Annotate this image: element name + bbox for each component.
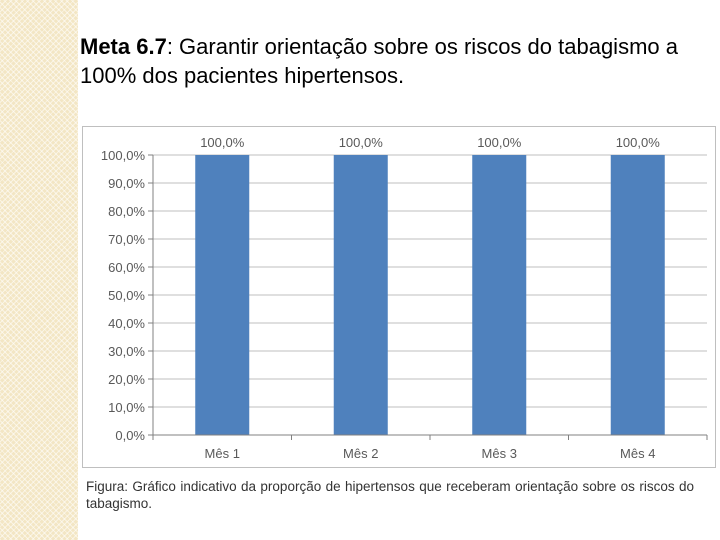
bar — [610, 155, 665, 435]
data-label: 100,0% — [339, 135, 384, 150]
decorative-side-pattern — [0, 0, 78, 540]
bars — [195, 155, 665, 435]
y-tick-label: 90,0% — [108, 176, 145, 191]
x-tick-label: Mês 4 — [620, 446, 655, 461]
x-tick-labels: Mês 1 Mês 2 Mês 3 Mês 4 — [205, 446, 656, 461]
bar — [472, 155, 527, 435]
figure-caption: Figura: Gráfico indicativo da proporção … — [86, 479, 694, 511]
y-tick-label: 10,0% — [108, 400, 145, 415]
y-tick-label: 80,0% — [108, 204, 145, 219]
axes — [148, 154, 708, 440]
bar-chart: 0,0% 10,0% 20,0% 30,0% 40,0% 50,0% 60,0% 70,0% 8… — [82, 126, 716, 468]
goal-description: : Garantir orientação sobre os riscos do… — [80, 34, 678, 88]
y-tick-label: 60,0% — [108, 260, 145, 275]
bar — [195, 155, 250, 435]
y-tick-label: 40,0% — [108, 316, 145, 331]
x-tick-label: Mês 3 — [482, 446, 517, 461]
slide-heading: Meta 6.7: Garantir orientação sobre os r… — [80, 32, 710, 90]
data-labels: 100,0% 100,0% 100,0% 100,0% — [200, 135, 660, 150]
goal-number: Meta 6.7 — [80, 34, 167, 59]
y-tick-label: 50,0% — [108, 288, 145, 303]
x-tick-label: Mês 1 — [205, 446, 240, 461]
data-label: 100,0% — [477, 135, 522, 150]
bar — [333, 155, 388, 435]
data-label: 100,0% — [200, 135, 245, 150]
y-tick-labels: 0,0% 10,0% 20,0% 30,0% 40,0% 50,0% 60,0% 70,0% 8… — [101, 148, 146, 443]
y-tick-label: 0,0% — [115, 428, 145, 443]
x-tick-label: Mês 2 — [343, 446, 378, 461]
y-tick-label: 20,0% — [108, 372, 145, 387]
chart-canvas: 0,0% 10,0% 20,0% 30,0% 40,0% 50,0% 60,0% 70,0% 8… — [101, 135, 708, 461]
y-tick-label: 30,0% — [108, 344, 145, 359]
data-label: 100,0% — [616, 135, 661, 150]
y-tick-label: 70,0% — [108, 232, 145, 247]
y-tick-label: 100,0% — [101, 148, 146, 163]
